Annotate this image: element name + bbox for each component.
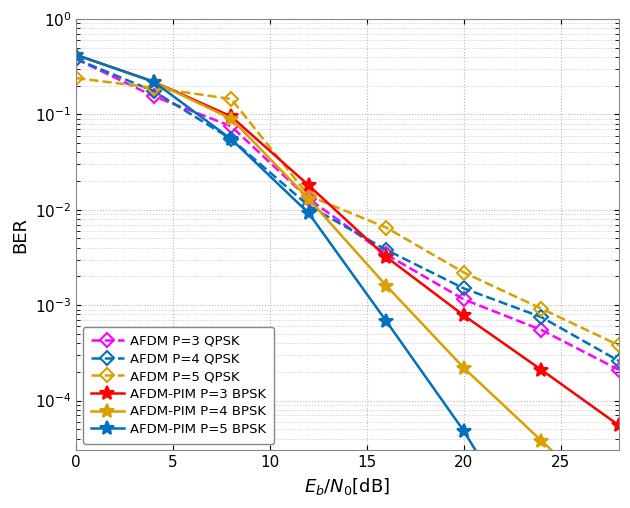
AFDM P=4 QPSK xyxy=(460,285,467,292)
AFDM-PIM P=5 BPSK xyxy=(460,428,467,434)
AFDM-PIM P=3 BPSK xyxy=(382,254,390,260)
AFDM-PIM P=5 BPSK xyxy=(227,136,235,142)
AFDM-PIM P=3 BPSK xyxy=(72,52,80,58)
AFDM-PIM P=4 BPSK xyxy=(150,79,158,85)
AFDM P=5 QPSK xyxy=(615,342,622,348)
AFDM-PIM P=4 BPSK xyxy=(382,282,390,289)
AFDM-PIM P=3 BPSK xyxy=(615,422,622,428)
AFDM P=5 QPSK xyxy=(150,85,158,91)
AFDM P=4 QPSK xyxy=(382,247,390,253)
AFDM-PIM P=3 BPSK xyxy=(227,113,235,119)
Line: AFDM P=5 QPSK: AFDM P=5 QPSK xyxy=(71,73,624,350)
Y-axis label: BER: BER xyxy=(11,217,29,252)
AFDM P=4 QPSK xyxy=(537,314,545,320)
Line: AFDM-PIM P=5 BPSK: AFDM-PIM P=5 BPSK xyxy=(69,48,626,508)
AFDM-PIM P=5 BPSK xyxy=(382,318,390,324)
Line: AFDM-PIM P=3 BPSK: AFDM-PIM P=3 BPSK xyxy=(69,48,626,432)
AFDM-PIM P=4 BPSK xyxy=(460,365,467,371)
AFDM-PIM P=5 BPSK xyxy=(72,52,80,58)
AFDM P=5 QPSK xyxy=(460,269,467,275)
AFDM P=3 QPSK xyxy=(537,327,545,333)
AFDM P=3 QPSK xyxy=(72,56,80,62)
AFDM P=5 QPSK xyxy=(305,193,312,199)
AFDM-PIM P=3 BPSK xyxy=(460,312,467,319)
AFDM-PIM P=4 BPSK xyxy=(227,116,235,122)
AFDM P=5 QPSK xyxy=(537,306,545,312)
AFDM-PIM P=3 BPSK xyxy=(150,79,158,85)
AFDM P=5 QPSK xyxy=(382,225,390,231)
AFDM-PIM P=3 BPSK xyxy=(537,367,545,373)
AFDM P=3 QPSK xyxy=(227,123,235,130)
AFDM P=4 QPSK xyxy=(305,203,312,209)
AFDM-PIM P=5 BPSK xyxy=(305,210,312,216)
Legend: AFDM P=3 QPSK, AFDM P=4 QPSK, AFDM P=5 QPSK, AFDM-PIM P=3 BPSK, AFDM-PIM P=4 BPS: AFDM P=3 QPSK, AFDM P=4 QPSK, AFDM P=5 Q… xyxy=(83,327,274,444)
AFDM P=4 QPSK xyxy=(227,136,235,142)
AFDM P=5 QPSK xyxy=(72,75,80,81)
Line: AFDM P=3 QPSK: AFDM P=3 QPSK xyxy=(71,54,624,375)
AFDM-PIM P=3 BPSK xyxy=(305,182,312,188)
AFDM-PIM P=4 BPSK xyxy=(305,196,312,202)
AFDM P=5 QPSK xyxy=(227,96,235,102)
AFDM P=4 QPSK xyxy=(150,88,158,94)
AFDM-PIM P=4 BPSK xyxy=(72,52,80,58)
AFDM P=3 QPSK xyxy=(615,367,622,373)
Line: AFDM-PIM P=4 BPSK: AFDM-PIM P=4 BPSK xyxy=(69,48,626,508)
Line: AFDM P=4 QPSK: AFDM P=4 QPSK xyxy=(71,54,624,366)
AFDM P=4 QPSK xyxy=(615,358,622,364)
AFDM-PIM P=4 BPSK xyxy=(537,437,545,443)
AFDM P=3 QPSK xyxy=(460,296,467,302)
AFDM P=3 QPSK xyxy=(305,196,312,202)
AFDM P=3 QPSK xyxy=(150,93,158,99)
AFDM-PIM P=5 BPSK xyxy=(150,79,158,85)
AFDM P=4 QPSK xyxy=(72,56,80,62)
X-axis label: $E_b/N_0$[dB]: $E_b/N_0$[dB] xyxy=(304,476,391,497)
AFDM P=3 QPSK xyxy=(382,251,390,258)
